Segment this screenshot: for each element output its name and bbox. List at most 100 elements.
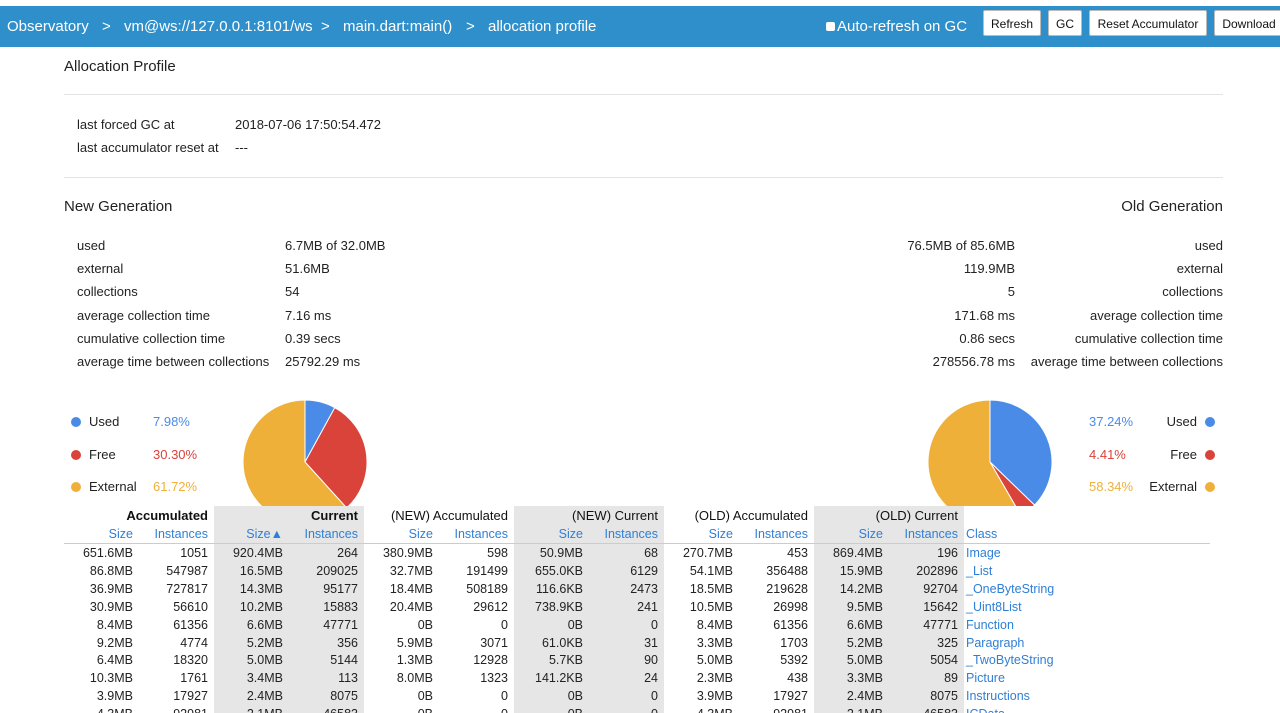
breadcrumb[interactable]: vm@ws://127.0.0.1:8101/ws (124, 18, 313, 35)
table-cell: 3071 (480, 635, 508, 650)
class-link[interactable]: ICData (966, 705, 1011, 713)
class-link[interactable]: _TwoByteString (966, 653, 1054, 668)
table-cell: 8075 (330, 689, 358, 704)
table-cell: 598 (487, 546, 508, 560)
table-cell: 3.3MB (696, 635, 733, 650)
column-header[interactable]: Size (408, 527, 433, 541)
table-cell: 5.0MB (846, 653, 883, 668)
class-link[interactable]: _List (966, 563, 993, 578)
table-cell: 920.4MB (232, 546, 283, 560)
column-header[interactable]: Size (858, 527, 883, 541)
table-cell: 0B (567, 689, 583, 704)
generation-title: New Generation (64, 198, 173, 215)
table-cell: 453 (787, 546, 808, 560)
column-shade (214, 506, 364, 713)
column-header[interactable]: Class (966, 527, 998, 541)
table-cell: 325 (937, 635, 958, 650)
generation-title: Old Generation (1121, 198, 1223, 215)
table-cell: 30.9MB (89, 599, 133, 614)
column-header[interactable]: Instances (454, 527, 508, 541)
column-header[interactable]: Instances (904, 527, 958, 541)
table-cell: 4.3MB (64, 705, 139, 713)
breadcrumb[interactable]: main.dart:main() (343, 18, 453, 35)
table-cell: 356488 (766, 563, 808, 578)
class-link[interactable]: _OneByteString (966, 581, 1055, 596)
column-header[interactable]: Size (108, 527, 133, 541)
table-cell: 2.4MB (846, 689, 883, 704)
table-cell: 10.5MB (689, 599, 733, 614)
table-cell: 5392 (780, 653, 808, 668)
breadcrumb-separator: > (321, 18, 330, 35)
table-cell: 1761 (180, 671, 208, 686)
table-cell: 92704 (923, 581, 958, 596)
table-cell: 1703 (780, 635, 808, 650)
button[interactable]: GC (1048, 10, 1082, 36)
legend-percent: 7.98% (153, 414, 190, 429)
table-cell: 46583 (889, 705, 964, 713)
class-link[interactable]: _Uint8List (966, 599, 1022, 614)
class-link[interactable]: Paragraph (966, 635, 1025, 650)
column-header[interactable]: Instances (304, 527, 358, 541)
table-cell: 36.9MB (89, 581, 133, 596)
button[interactable]: Refresh (983, 10, 1041, 36)
table-cell: 86.8MB (89, 563, 133, 578)
table-cell: 2.1MB (814, 705, 889, 713)
class-link[interactable]: Instructions (966, 689, 1030, 704)
legend-percent: 4.41% (1089, 446, 1126, 462)
divider (64, 177, 1223, 178)
column-header[interactable]: Instances (604, 527, 658, 541)
table-cell: 46583 (289, 705, 364, 713)
class-link[interactable]: Picture (966, 671, 1005, 686)
divider (64, 94, 1223, 95)
column-header[interactable]: Instances (754, 527, 808, 541)
table-cell: 6.6MB (846, 617, 883, 632)
column-header[interactable]: Size▲ (246, 527, 283, 541)
table-cell: 15.9MB (839, 563, 883, 578)
column-header[interactable]: Size (708, 527, 733, 541)
stat-label: external (77, 261, 124, 277)
breadcrumb[interactable]: allocation profile (488, 18, 597, 35)
section-title: Allocation Profile (64, 58, 176, 75)
table-cell: 2.3MB (696, 671, 733, 686)
table-cell: 116.6KB (535, 581, 583, 596)
stat-value: 5 (1007, 284, 1015, 300)
stat-value: 171.68 ms (954, 307, 1015, 323)
legend-percent: 58.34% (1089, 479, 1134, 494)
button[interactable]: Reset Accumulator (1089, 10, 1207, 36)
breadcrumb[interactable]: Observatory (7, 18, 89, 35)
table-cell: 5054 (930, 653, 958, 668)
column-header[interactable]: Size (558, 527, 583, 541)
stat-label: average time between collections (1030, 354, 1223, 369)
group-header: (NEW) Accumulated (390, 508, 508, 523)
table-cell: 3.4MB (246, 671, 283, 686)
class-link[interactable]: Image (966, 546, 1001, 560)
table-cell: 47771 (323, 617, 358, 632)
auto-refresh-label[interactable]: Auto-refresh on GC (837, 18, 968, 35)
stat-label: collections (1162, 284, 1223, 300)
table-cell: 0B (417, 617, 433, 632)
table-cell: 0 (651, 689, 658, 704)
stat-value: 119.9MB (963, 261, 1015, 277)
stat-value: 0.39 secs (285, 330, 341, 346)
table-cell: 270.7MB (682, 546, 733, 560)
table-cell: 6129 (630, 563, 658, 578)
column-header[interactable]: Instances (154, 527, 208, 541)
table-cell: 1051 (180, 546, 208, 560)
table-cell: 17927 (773, 689, 808, 704)
legend-label: External (89, 479, 137, 494)
class-link[interactable]: Function (966, 617, 1014, 632)
column-shade (514, 506, 664, 713)
table-cell: 0B (567, 617, 583, 632)
legend-dot (1205, 482, 1215, 492)
table-cell: 15642 (923, 599, 958, 614)
breadcrumb-separator: > (102, 18, 111, 35)
table-cell: 47771 (923, 617, 958, 632)
table-cell: 5.7KB (548, 653, 583, 668)
button[interactable]: Download (1214, 10, 1280, 36)
table-cell: 95177 (323, 581, 358, 596)
stat-value: 76.5MB of 85.6MB (907, 238, 1015, 253)
legend-dot (71, 482, 81, 492)
auto-refresh-checkbox[interactable] (826, 22, 835, 31)
table-cell: 92981 (139, 705, 214, 713)
